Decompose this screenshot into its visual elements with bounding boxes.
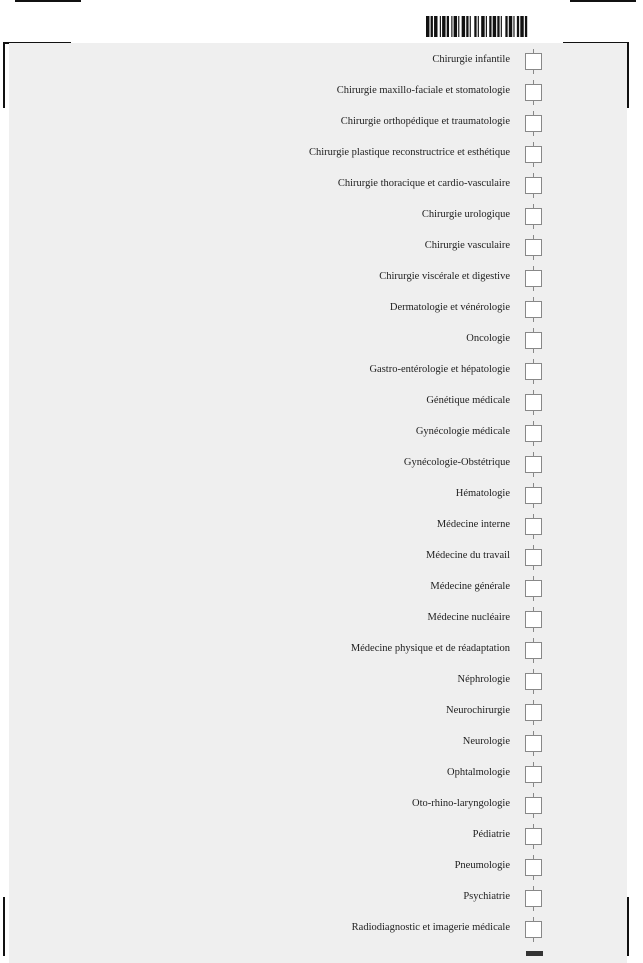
- list-item: Médecine du travail: [9, 542, 627, 573]
- specialty-checkbox[interactable]: [525, 700, 542, 725]
- crop-mark-right-top-v: [627, 42, 629, 108]
- list-item: Psychiatrie: [9, 883, 627, 914]
- specialty-label: Pneumologie: [454, 860, 510, 871]
- specialty-label: Chirurgie viscérale et digestive: [379, 271, 510, 282]
- cut-off-checkbox: [526, 951, 543, 956]
- specialty-label: Chirurgie thoracique et cardio-vasculair…: [337, 178, 510, 189]
- list-item: Chirurgie infantile: [9, 46, 627, 77]
- list-item: Neurologie: [9, 728, 627, 759]
- list-item: Neurochirurgie: [9, 697, 627, 728]
- list-item: Hématologie: [9, 480, 627, 511]
- specialty-checkbox[interactable]: [525, 669, 542, 694]
- specialty-label: Médecine générale: [430, 581, 510, 592]
- barcode-icon: [426, 16, 528, 37]
- specialty-checkbox[interactable]: [525, 638, 542, 663]
- crop-mark-top-left: [15, 0, 81, 2]
- list-item: Gynécologie médicale: [9, 418, 627, 449]
- list-item: Médecine générale: [9, 573, 627, 604]
- specialty-label: Chirurgie urologique: [421, 209, 510, 220]
- specialty-label: Ophtalmologie: [447, 767, 510, 778]
- list-item: Oto-rhino-laryngologie: [9, 790, 627, 821]
- specialty-checkbox[interactable]: [525, 421, 542, 446]
- list-item: Chirurgie thoracique et cardio-vasculair…: [9, 170, 627, 201]
- specialty-checkbox[interactable]: [525, 235, 542, 260]
- list-item: Chirurgie maxillo-faciale et stomatologi…: [9, 77, 627, 108]
- specialty-checkbox[interactable]: [525, 297, 542, 322]
- specialty-checkbox[interactable]: [525, 917, 542, 942]
- specialty-checkbox[interactable]: [525, 111, 542, 136]
- list-item: Néphrologie: [9, 666, 627, 697]
- specialty-checkbox[interactable]: [525, 80, 542, 105]
- specialty-label: Chirurgie infantile: [432, 54, 510, 65]
- list-item: Génétique médicale: [9, 387, 627, 418]
- list-item: Chirurgie urologique: [9, 201, 627, 232]
- specialty-label: Neurochirurgie: [446, 705, 510, 716]
- specialty-label: Néphrologie: [457, 674, 511, 685]
- crop-mark-right-bottom-v: [627, 897, 629, 956]
- specialty-checkbox[interactable]: [525, 607, 542, 632]
- specialty-label: Chirurgie orthopédique et traumatologie: [340, 116, 510, 127]
- specialty-label: Pédiatrie: [472, 829, 510, 840]
- specialty-checkbox[interactable]: [525, 204, 542, 229]
- list-item: Médecine interne: [9, 511, 627, 542]
- list-item: Chirurgie viscérale et digestive: [9, 263, 627, 294]
- list-item: Dermatologie et vénérologie: [9, 294, 627, 325]
- crop-mark-left-bottom-v: [3, 897, 5, 956]
- specialty-checkbox[interactable]: [525, 731, 542, 756]
- specialty-label: Médecine nucléaire: [427, 612, 511, 623]
- crop-mark-left-top-v: [3, 42, 5, 108]
- specialty-label: Gastro-entérologie et hépatologie: [369, 364, 510, 375]
- specialty-checkbox[interactable]: [525, 142, 542, 167]
- specialty-checkbox[interactable]: [525, 452, 542, 477]
- specialty-label: Gynécologie médicale: [415, 426, 510, 437]
- specialty-label: Radiodiagnostic et imagerie médicale: [351, 922, 510, 933]
- specialty-label: Dermatologie et vénérologie: [389, 302, 510, 313]
- specialty-checkbox[interactable]: [525, 576, 542, 601]
- specialty-checkbox[interactable]: [525, 886, 542, 911]
- specialty-checkbox[interactable]: [525, 545, 542, 570]
- crop-mark-top-right: [570, 0, 636, 2]
- list-item: Pneumologie: [9, 852, 627, 883]
- specialty-checkbox[interactable]: [525, 328, 542, 353]
- list-item: Pédiatrie: [9, 821, 627, 852]
- list-item: Gastro-entérologie et hépatologie: [9, 356, 627, 387]
- specialty-checkbox[interactable]: [525, 762, 542, 787]
- specialty-label: Chirurgie plastique reconstructrice et e…: [309, 147, 510, 158]
- specialty-checkbox[interactable]: [525, 49, 542, 74]
- list-item: Gynécologie-Obstétrique: [9, 449, 627, 480]
- specialty-checkbox[interactable]: [525, 824, 542, 849]
- list-item: Chirurgie plastique reconstructrice et e…: [9, 139, 627, 170]
- specialty-label: Médecine physique et de réadaptation: [350, 643, 510, 654]
- specialty-checkbox[interactable]: [525, 483, 542, 508]
- specialty-label: Hématologie: [455, 488, 510, 499]
- list-item: Médecine nucléaire: [9, 604, 627, 635]
- specialty-checkbox[interactable]: [525, 173, 542, 198]
- list-item: Chirurgie orthopédique et traumatologie: [9, 108, 627, 139]
- list-item: Médecine physique et de réadaptation: [9, 635, 627, 666]
- specialty-label: Gynécologie-Obstétrique: [403, 457, 510, 468]
- specialty-checklist: Chirurgie infantile Chirurgie maxillo-fac…: [9, 43, 627, 963]
- specialty-label: Psychiatrie: [463, 891, 510, 902]
- list-item: Radiodiagnostic et imagerie médicale: [9, 914, 627, 945]
- specialty-checkbox[interactable]: [525, 793, 542, 818]
- specialty-label: Oncologie: [466, 333, 510, 344]
- specialty-checkbox[interactable]: [525, 514, 542, 539]
- specialty-label: Chirurgie vasculaire: [424, 240, 510, 251]
- specialty-label: Chirurgie maxillo-faciale et stomatologi…: [336, 85, 510, 96]
- specialty-label: Génétique médicale: [426, 395, 510, 406]
- list-item: Chirurgie vasculaire: [9, 232, 627, 263]
- specialty-label: Neurologie: [462, 736, 510, 747]
- specialty-checkbox[interactable]: [525, 266, 542, 291]
- list-item: Ophtalmologie: [9, 759, 627, 790]
- specialty-checkbox[interactable]: [525, 855, 542, 880]
- specialty-checkbox[interactable]: [525, 390, 542, 415]
- list-item: Oncologie: [9, 325, 627, 356]
- specialty-label: Médecine interne: [436, 519, 510, 530]
- specialty-label: Médecine du travail: [426, 550, 510, 561]
- specialty-label: Oto-rhino-laryngologie: [412, 798, 510, 809]
- specialty-checkbox[interactable]: [525, 359, 542, 384]
